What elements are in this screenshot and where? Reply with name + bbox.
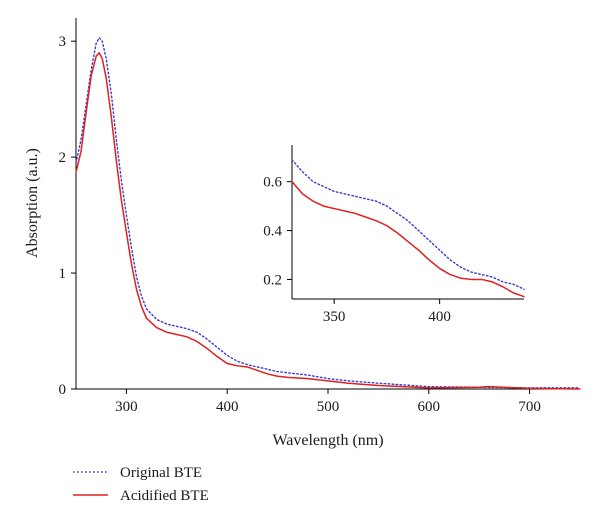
inset-y-tick-label-0.2: 0.2 (263, 272, 282, 288)
main-y-tick-label-2: 2 (59, 150, 67, 166)
main-x-tick-label-500: 500 (317, 399, 340, 415)
main-series-original-bte (75, 37, 581, 389)
inset-series-original-bte (291, 158, 525, 290)
main-x-tick-label-400: 400 (216, 399, 239, 415)
main-x-tick-label-600: 600 (418, 399, 441, 415)
legend-label-original: Original BTE (120, 465, 202, 481)
main-x-axis-label: Wavelength (nm) (272, 432, 383, 449)
inset-plot: 350 400 0.2 0.4 0.6 (263, 145, 525, 325)
legend: Original BTE Acidified BTE (73, 465, 209, 504)
legend-label-acidified: Acidified BTE (120, 488, 209, 504)
main-plot: 300 400 500 600 700 0 1 2 3 Wavelength (nm) Abso… (24, 18, 581, 449)
inset-y-tick-label-0.6: 0.6 (263, 175, 282, 191)
inset-ticks: 350 400 0.2 0.4 0.6 (263, 175, 451, 325)
main-y-tick-label-3: 3 (59, 34, 67, 50)
main-x-tick-label-700: 700 (518, 399, 541, 415)
main-y-tick-label-1: 1 (59, 266, 67, 282)
inset-series-acidified-bte (291, 180, 525, 298)
main-x-tick-label-300: 300 (115, 399, 138, 415)
main-y-tick-label-0: 0 (59, 382, 67, 398)
inset-x-tick-label-400: 400 (428, 309, 451, 325)
inset-y-tick-label-0.4: 0.4 (263, 224, 282, 240)
main-y-axis-label: Absorption (a.u.) (24, 148, 41, 258)
inset-series (291, 158, 525, 298)
main-series-acidified-bte (75, 52, 581, 390)
inset-x-tick-label-350: 350 (323, 309, 346, 325)
main-ticks: 300 400 500 600 700 0 1 2 3 (59, 34, 541, 415)
main-series (75, 37, 581, 390)
